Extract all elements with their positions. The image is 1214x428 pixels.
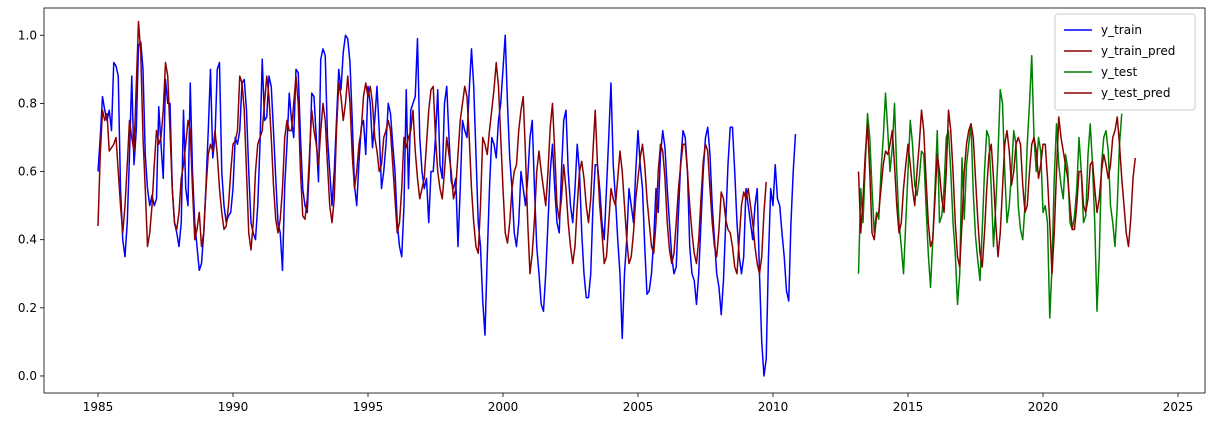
x-tick-label: 1990 [218,400,249,414]
legend-label-y-train: y_train [1101,23,1142,37]
y-tick-label: 0.2 [18,301,37,315]
legend-box [1054,13,1196,111]
axes [43,7,1206,394]
x-tick-label: 2015 [893,400,924,414]
y-tick-label: 0.4 [18,233,37,247]
x-tick-label: 2005 [623,400,654,414]
series-line-y-train-pred [97,20,767,275]
x-tick-label: 1985 [83,400,114,414]
legend-label-y-train-pred: y_train_pred [1101,44,1175,58]
legend-label-y-test: y_test [1101,65,1137,79]
series-line-y-test-pred [857,109,1136,275]
legend: y_train y_train_pred y_test y_test_pred [1054,13,1196,111]
x-tick-label: 2000 [488,400,519,414]
y-tick-label: 1.0 [18,28,37,42]
series-line-y-test [857,54,1123,319]
x-tick-label: 1995 [353,400,384,414]
axes-frame [43,7,1206,394]
x-tick-label: 2020 [1028,400,1059,414]
y-tick-label: 0.8 [18,96,37,110]
y-axis-ticks: 0.0 0.2 0.4 0.6 0.8 1.0 [18,28,44,383]
x-axis-ticks: 1985 1990 1995 2000 2005 2010 2015 2020 2025 [83,393,1194,414]
x-tick-label: 2025 [1163,400,1194,414]
series-lines [97,20,1136,377]
y-tick-label: 0.6 [18,165,37,179]
y-tick-label: 0.0 [18,369,37,383]
x-tick-label: 2010 [758,400,789,414]
legend-label-y-test-pred: y_test_pred [1101,86,1170,100]
